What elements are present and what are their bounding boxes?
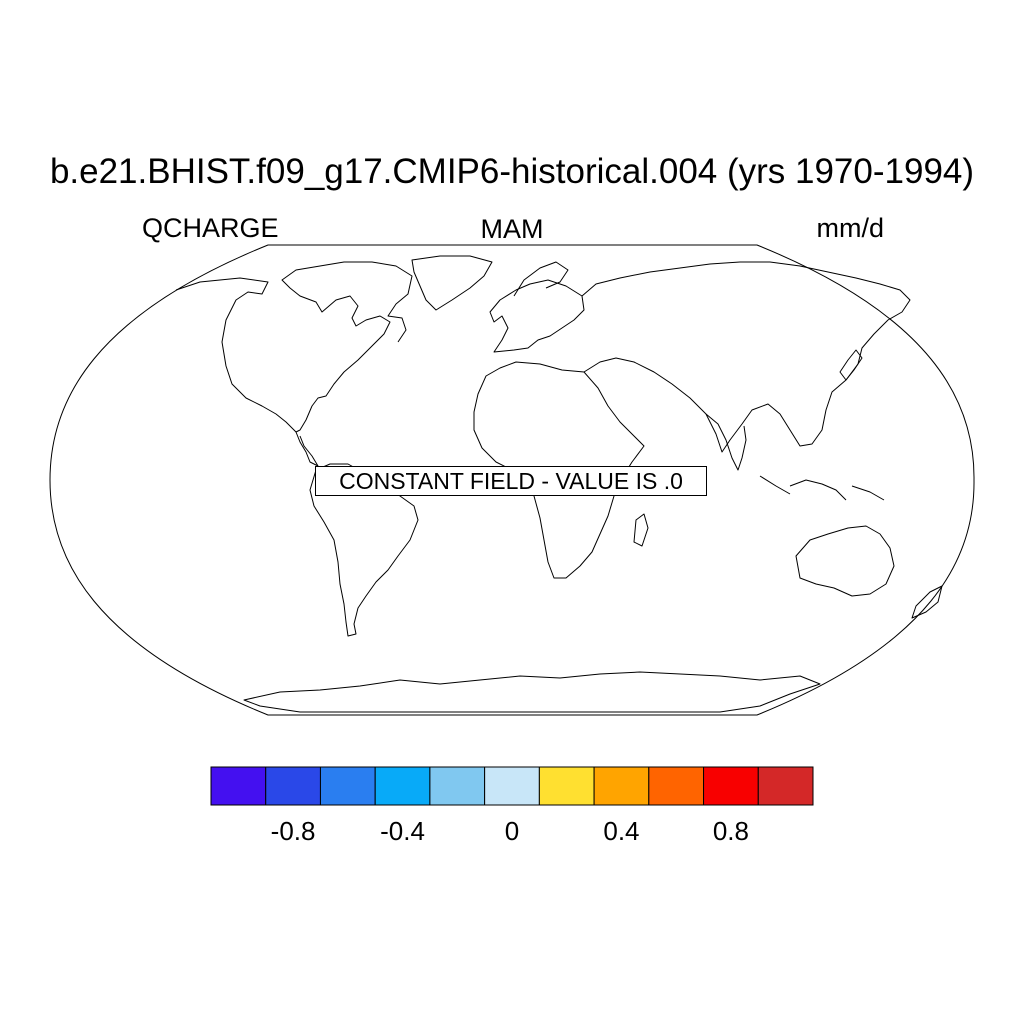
coastline-india — [705, 413, 747, 471]
season-label: MAM — [480, 214, 544, 244]
constant-field-message: CONSTANT FIELD - VALUE IS .0 — [315, 466, 707, 496]
colorbar-swatch — [319, 766, 376, 806]
coastline-japan — [839, 349, 863, 381]
units-label: mm/d — [816, 213, 885, 243]
colorbar-tick-label: 0.4 — [603, 816, 640, 846]
coastline-greenland — [411, 255, 493, 311]
coastline-new-zealand — [911, 585, 943, 619]
variable-label: QCHARGE — [142, 213, 279, 243]
colorbar-swatch — [374, 766, 431, 806]
colorbar-swatch — [538, 766, 595, 806]
coastline-australia — [795, 525, 895, 597]
coastline-central-america — [295, 431, 319, 467]
colorbar-swatch — [210, 766, 267, 806]
coastline-scandinavia — [513, 261, 569, 297]
plot-title: b.e21.BHIST.f09_g17.CMIP6-historical.004… — [49, 152, 975, 191]
coastline-madagascar — [633, 513, 649, 547]
colorbar-swatch — [429, 766, 486, 806]
colorbar-swatch — [757, 766, 814, 806]
colorbar-swatch — [648, 766, 705, 806]
map-boundary — [49, 244, 975, 716]
coastline-africa — [473, 361, 645, 579]
colorbar-tick-label: -0.4 — [380, 816, 425, 846]
coastline-antarctica — [243, 671, 821, 713]
colorbar-tick-label: 0 — [504, 816, 520, 846]
colorbar-swatch — [593, 766, 650, 806]
colorbar-swatch — [703, 766, 759, 806]
colorbar-tick-label: 0.8 — [712, 816, 749, 846]
coastline-indonesia — [759, 475, 885, 501]
colorbar-swatch — [484, 766, 540, 806]
coastline-asia — [581, 261, 911, 453]
colorbar-swatch — [265, 766, 321, 806]
coastline-north-america — [175, 261, 413, 433]
colorbar-tick-label: -0.8 — [270, 816, 316, 846]
